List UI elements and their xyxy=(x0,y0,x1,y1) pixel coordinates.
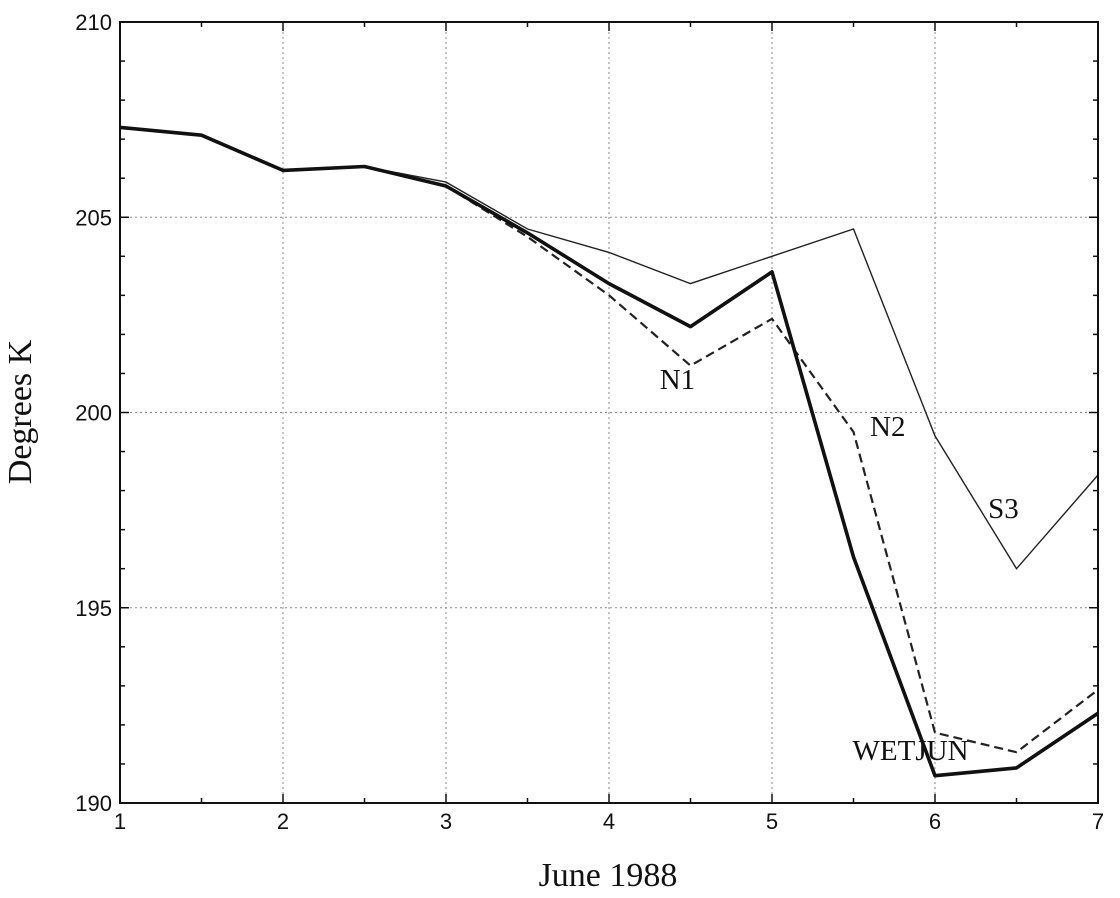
x-tick-label-3: 3 xyxy=(440,809,452,834)
y-tick-labels: 190 195 200 205 210 xyxy=(75,10,112,816)
x-axis-label: June 1988 xyxy=(539,857,678,894)
y-tick-label-195: 195 xyxy=(75,596,112,621)
series-line-n1 xyxy=(119,125,1100,778)
series-label-s3: S3 xyxy=(988,493,1019,525)
y-tick-label-190: 190 xyxy=(75,791,112,816)
plot-frame xyxy=(119,21,1099,804)
x-tick-label-2: 2 xyxy=(277,809,289,834)
x-tick-label-6: 6 xyxy=(929,809,941,834)
y-tick-label-210: 210 xyxy=(75,10,112,35)
x-tick-label-4: 4 xyxy=(603,809,615,834)
grid xyxy=(120,22,1098,803)
x-tick-label-5: 5 xyxy=(766,809,778,834)
y-tick-label-200: 200 xyxy=(75,401,112,426)
x-tick-labels: 1 2 3 4 5 6 7 xyxy=(114,809,1104,834)
y-axis-label: Degrees K xyxy=(2,339,39,484)
series-group xyxy=(119,125,1100,778)
series-label-n1: N1 xyxy=(660,364,695,396)
y-tick-label-205: 205 xyxy=(75,205,112,230)
series-label-wetjun: WETJUN xyxy=(853,735,969,767)
x-tick-label-1: 1 xyxy=(114,809,126,834)
x-tick-label-7: 7 xyxy=(1092,809,1104,834)
series-label-n2: N2 xyxy=(870,411,905,443)
series-annotations: N1 N2 S3 WETJUN xyxy=(660,364,1019,767)
